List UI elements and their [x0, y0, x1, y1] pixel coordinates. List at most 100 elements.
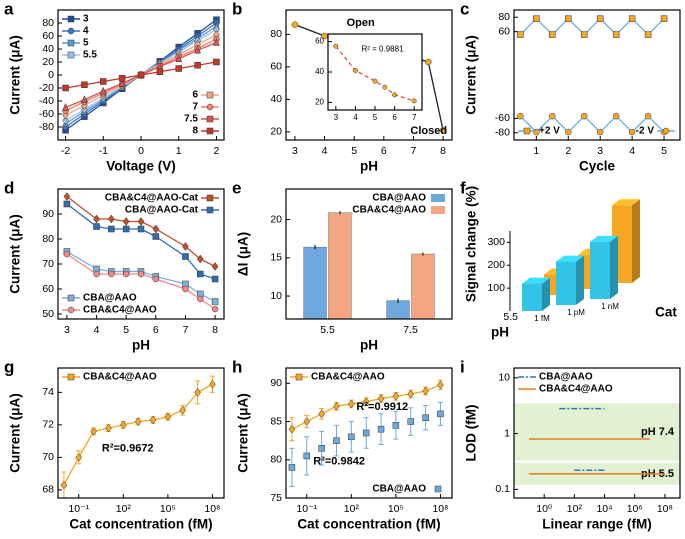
marker — [437, 410, 444, 418]
legend-swatch — [206, 115, 214, 123]
marker — [137, 217, 145, 226]
z-tick-label: 200 — [487, 259, 505, 271]
x-tick-label: 10⁵ — [388, 503, 404, 515]
x-tick-label: 6 — [381, 145, 387, 157]
bar — [556, 261, 576, 305]
marker — [197, 295, 204, 303]
marker — [134, 417, 142, 427]
marker — [90, 426, 97, 436]
marker — [211, 305, 219, 313]
panel-letter: a — [4, 0, 14, 18]
z-tick-label: 300 — [487, 236, 505, 248]
x-tick-label: 5 — [661, 145, 667, 157]
x-tick-label: 5 — [123, 324, 129, 336]
legend-label: CBA&C4@AAO — [83, 305, 157, 316]
plot-frame — [513, 9, 681, 141]
y-tick-label: -60 — [39, 108, 54, 120]
marker — [81, 81, 88, 88]
marker — [318, 445, 325, 452]
marker — [120, 420, 127, 430]
x-tick-label: 4 — [629, 145, 635, 157]
bar — [386, 300, 410, 320]
legend-label: 7.5 — [184, 114, 198, 125]
bar — [411, 253, 435, 320]
bar — [328, 212, 352, 320]
bar — [303, 246, 327, 320]
legend-label: CBA@AAO-Cat — [125, 205, 199, 216]
legend-swatch — [67, 373, 75, 381]
series-line — [63, 383, 213, 486]
marker — [197, 270, 204, 278]
x-axis-title: Cycle — [579, 159, 616, 174]
y-tick-label: 1 — [504, 427, 510, 439]
annotation: R²=0.9912 — [356, 401, 408, 413]
marker — [81, 95, 88, 103]
marker — [211, 298, 219, 305]
bar-top — [556, 255, 584, 262]
y-tick-label: 75 — [270, 492, 282, 504]
marker — [392, 422, 400, 429]
marker — [118, 78, 126, 87]
legend-swatch — [523, 127, 531, 135]
z-tick-label: 100 — [487, 282, 505, 294]
series-line — [519, 115, 665, 133]
y-tick-label: 72 — [42, 419, 54, 431]
x-tick-label: -1 — [99, 145, 108, 157]
legend-swatch — [67, 39, 75, 47]
y-axis-title: Current (μA) — [8, 214, 23, 294]
legend-label: 6 — [192, 90, 198, 101]
y-axis-title: Current (μA) — [464, 35, 479, 115]
y-tick-label: 10 — [498, 372, 510, 384]
y-tick-label: 20 — [270, 213, 282, 225]
marker — [75, 452, 83, 462]
legend-swatch — [434, 485, 442, 493]
marker — [333, 437, 340, 444]
legend-label: CBA&C4@AAO — [352, 205, 426, 216]
bar-side — [610, 235, 618, 299]
marker — [194, 387, 201, 397]
marker — [303, 417, 311, 426]
inset-background — [328, 34, 422, 110]
marker — [211, 275, 219, 283]
marker — [105, 423, 112, 433]
legend-swatch — [206, 91, 214, 99]
marker — [437, 380, 444, 390]
marker — [612, 31, 620, 38]
marker — [425, 58, 432, 66]
marker — [288, 424, 296, 434]
marker — [194, 45, 201, 54]
x-tick-label: 10² — [116, 503, 132, 515]
x-tick-label: 8 — [440, 145, 446, 157]
y-axis-title: Current (μA) — [8, 393, 23, 473]
marker — [175, 54, 183, 62]
bar-top — [522, 277, 550, 284]
band — [514, 403, 680, 461]
marker — [612, 112, 620, 120]
x-tick-label: 0 — [138, 145, 144, 157]
bar-top — [612, 199, 640, 206]
legend-label: 7 — [192, 102, 198, 113]
x-tick-label: 5 — [351, 145, 357, 157]
x-tick-label: 5 — [373, 113, 378, 122]
y-tick-label: 68 — [42, 484, 54, 496]
marker — [596, 128, 604, 136]
y-tick-label: 60 — [42, 30, 54, 42]
y-tick-label: -20 — [39, 82, 54, 94]
marker — [182, 242, 189, 251]
band-label: pH 7.4 — [641, 426, 675, 438]
x-tick-label: 1 — [176, 145, 182, 157]
y-tick-label: 80 — [270, 28, 282, 40]
marker — [196, 254, 204, 264]
y-tick-label: 0.1 — [495, 483, 510, 495]
panel-letter: h — [232, 357, 242, 376]
legend-swatch — [67, 51, 75, 59]
bar-side — [542, 277, 550, 311]
marker — [517, 31, 524, 38]
x-tick-label: 10⁻¹ — [296, 503, 317, 515]
y-tick-label: 80 — [42, 17, 54, 29]
marker — [377, 394, 385, 404]
marker — [407, 418, 414, 425]
marker — [62, 84, 69, 92]
legend-label: CBA&C4@AAO — [83, 372, 157, 383]
y-tick-label: 60 — [42, 283, 54, 295]
